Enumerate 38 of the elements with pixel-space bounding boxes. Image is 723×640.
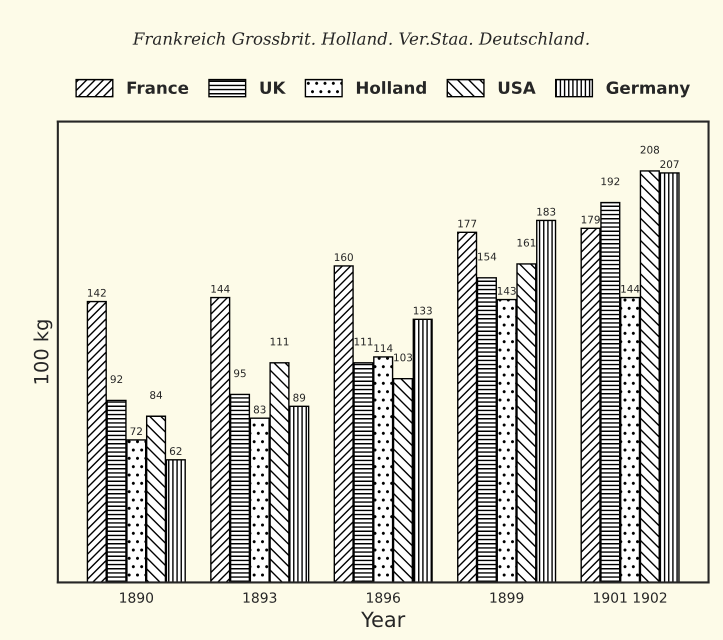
x-tick-label: 1893 <box>244 592 276 603</box>
data-label: 89 <box>293 394 306 402</box>
x-tick-label: 1901 1902 <box>594 592 666 603</box>
data-label: 144 <box>211 285 230 293</box>
x-tick-label: 1890 <box>120 592 154 603</box>
legend-label: Holland <box>356 81 426 94</box>
data-label: 111 <box>354 338 372 346</box>
data-label: 160 <box>334 253 353 262</box>
data-label: 183 <box>537 208 556 216</box>
text: Frankreich Grossbrit. Holland. Ver.Staa. Deutschland. <box>132 32 589 45</box>
x-tick-label: 1899 <box>490 592 524 603</box>
data-label: 92 <box>110 375 122 384</box>
data-label: 143 <box>498 286 516 295</box>
data-label: 83 <box>254 406 266 414</box>
data-label: 114 <box>374 344 393 352</box>
data-label: 207 <box>660 160 679 168</box>
data-label: 84 <box>150 391 162 399</box>
data-label: 62 <box>170 447 182 455</box>
x-tick-label: 1896 <box>367 592 400 603</box>
data-label: 95 <box>234 369 246 378</box>
data-label: 208 <box>640 146 660 154</box>
data-label: 179 <box>582 216 600 224</box>
data-label: 177 <box>458 220 476 228</box>
data-label: 133 <box>414 306 432 315</box>
legend-label: USA <box>498 81 536 94</box>
legend-label: UK <box>260 82 286 94</box>
y-axis-title: 100 kg <box>33 320 52 384</box>
data-label: 154 <box>478 252 496 260</box>
data-label: 103 <box>394 353 412 362</box>
data-label: 72 <box>130 427 142 436</box>
x-axis-title: Year <box>361 612 406 628</box>
data-label: 142 <box>88 288 106 297</box>
data-label: 161 <box>518 238 536 247</box>
legend-label: France <box>128 82 188 94</box>
legend-label: Germany <box>606 81 690 98</box>
data-label: 144 <box>621 285 640 293</box>
data-label: 111 <box>270 338 288 346</box>
data-label: 192 <box>602 177 620 186</box>
